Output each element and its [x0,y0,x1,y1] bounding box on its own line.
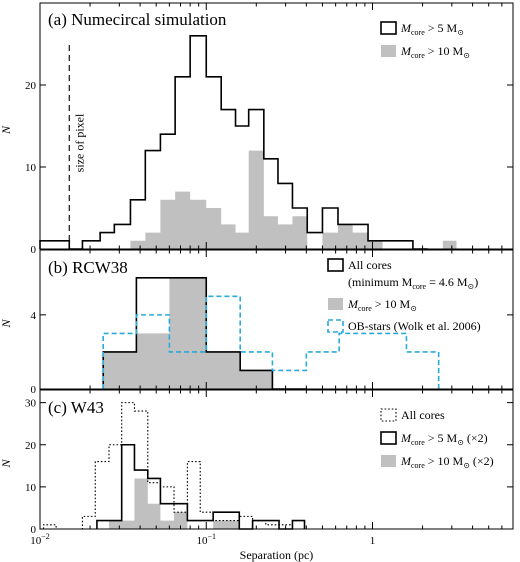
legend-relation: > 10 M [425,454,464,468]
pixel-size-label: size of pixel [72,113,86,172]
y-tick-label: 0 [31,524,37,536]
x-axis-title: Separation (pc) [240,548,314,562]
legend-sun-subscript: ⊙ [463,51,470,60]
legend-relation: > 10 M [425,44,464,58]
legend-entry-detail: (minimum Mcore = 4.6 M⊙) [348,275,478,291]
legend-symbol: M [400,454,412,468]
legend-symbol: M [400,44,412,58]
legend-suffix: (×2) [464,431,488,445]
legend-swatch-outline [327,258,344,272]
legend-entry: All cores [348,258,392,272]
legend-sun-subscript: ⊙ [468,282,475,291]
y-tick-label: 10 [25,162,37,174]
legend-subscript: core [412,282,426,291]
legend-suffix: (×2) [470,454,494,468]
legend-subscript: core [358,304,372,313]
legend: All cores(minimum Mcore = 4.6 M⊙)Mcore >… [327,258,481,333]
legend-subscript: core [411,51,425,60]
panel-b: 04N(b) RCW38 All cores(minimum Mcore = 4.… [0,249,514,396]
legend-entry: Mcore > 5 M⊙ [400,21,464,37]
legend-sun-subscript: ⊙ [463,461,470,470]
x-tick-base: 10 [30,535,42,547]
series-outline-histogram [39,35,428,250]
legend-relation: > 5 M [425,431,458,445]
legend-entry: Mcore > 10 M⊙ [347,297,417,313]
x-tick-base: 1 [370,535,376,547]
y-tick-label: 0 [31,244,37,256]
y-tick-label: 20 [25,80,37,92]
legend-swatch-outline [380,21,397,35]
legend-relation: > 10 M [372,297,411,311]
legend-sun-subscript: ⊙ [457,438,464,447]
legend-swatch-filled [381,455,396,467]
legend: Mcore > 5 M⊙Mcore > 10 M⊙ [380,21,470,60]
plot-frame [39,2,514,250]
plot-frame [39,249,514,390]
legend-subscript: core [411,28,425,37]
x-tick-label: 1 [370,535,376,547]
series-dotted-histogram [42,402,305,530]
legend-entry: Mcore > 5 M⊙ (×2) [400,431,488,447]
legend-relation: > 5 M [425,21,458,35]
legend-swatch-outline [380,431,397,445]
panel-label: (c) W43 [48,398,104,417]
legend-sun-subscript: ⊙ [457,28,464,37]
series-dashed-histogram [102,295,440,389]
y-tick-label: 0 [31,384,37,396]
legend-symbol: M [400,21,412,35]
legend-symbol: M [347,297,359,311]
y-axis-title: N [0,125,13,135]
plot-frame [39,389,514,530]
series-filled-histogram [103,277,273,389]
y-tick-label: 10 [25,482,37,494]
x-tick-label: 10−2 [30,532,50,547]
y-tick-label: 20 [25,440,37,452]
legend-prefix: (minimum M [348,275,413,289]
x-tick-label: 10−1 [196,532,216,547]
x-tick-exponent: −2 [41,532,50,541]
y-axis-title: N [0,459,13,469]
series-filled-histogram [108,478,240,529]
y-tick-label: 4 [31,310,37,322]
legend-entry: All cores [401,408,445,422]
legend-symbol: M [400,431,412,445]
legend-entry: OB-stars (Wolk et al. 2006) [348,319,481,333]
panel-label: (b) RCW38 [48,258,128,277]
legend-swatch-dotted [380,408,397,422]
x-tick-exponent: −1 [207,532,216,541]
legend-swatch-filled [328,298,343,310]
y-tick-label: 30 [25,398,37,410]
legend-subscript: core [411,461,425,470]
panel-label: (a) Numecircal simulation [48,10,227,29]
legend-swatch-filled [381,45,396,57]
legend-sun-subscript: ⊙ [410,304,417,313]
legend-relation: = 4.6 M [426,275,468,289]
series-outline-histogram [96,443,306,530]
panel-a: 0 10 20 N (a) Numecircal simulation size of p… [0,2,514,256]
legend-subscript: core [411,438,425,447]
legend-suffix: ) [474,275,478,289]
x-tick-base: 10 [196,535,208,547]
legend-entry: Mcore > 10 M⊙ [400,44,470,60]
y-axis-title: N [0,319,13,329]
legend-swatch-dashed [327,319,344,333]
series-filled-histogram [130,150,471,249]
legend-entry: Mcore > 10 M⊙ (×2) [400,454,494,470]
